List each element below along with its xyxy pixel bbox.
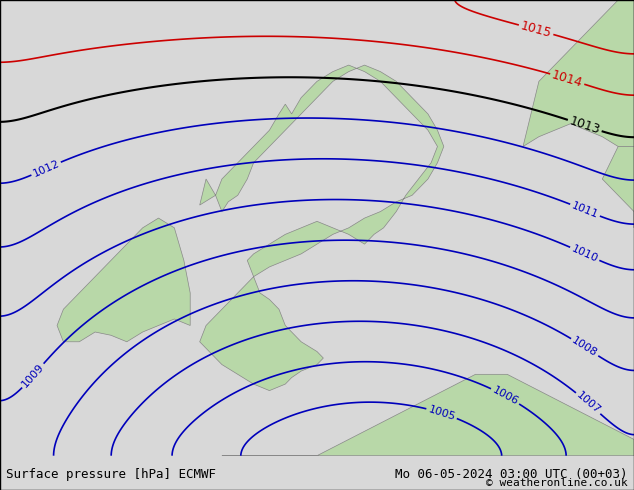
Text: 1008: 1008 [570,335,599,359]
Text: 1009: 1009 [20,362,46,390]
Polygon shape [523,0,634,147]
Text: Mo 06-05-2024 03:00 UTC (00+03): Mo 06-05-2024 03:00 UTC (00+03) [395,467,628,481]
Text: © weatheronline.co.uk: © weatheronline.co.uk [486,478,628,488]
Text: Surface pressure [hPa] ECMWF: Surface pressure [hPa] ECMWF [6,467,216,481]
Text: 1011: 1011 [570,200,600,220]
Polygon shape [57,218,190,342]
Text: 1005: 1005 [427,404,456,422]
Text: 1013: 1013 [567,114,602,137]
Polygon shape [602,147,634,228]
Text: 1012: 1012 [31,158,61,179]
Text: 1014: 1014 [550,68,585,90]
Text: 1006: 1006 [491,385,520,407]
Polygon shape [200,65,444,391]
Text: 1015: 1015 [519,19,553,40]
Polygon shape [222,374,634,456]
Text: 1010: 1010 [570,244,600,264]
Text: 1007: 1007 [574,390,602,416]
